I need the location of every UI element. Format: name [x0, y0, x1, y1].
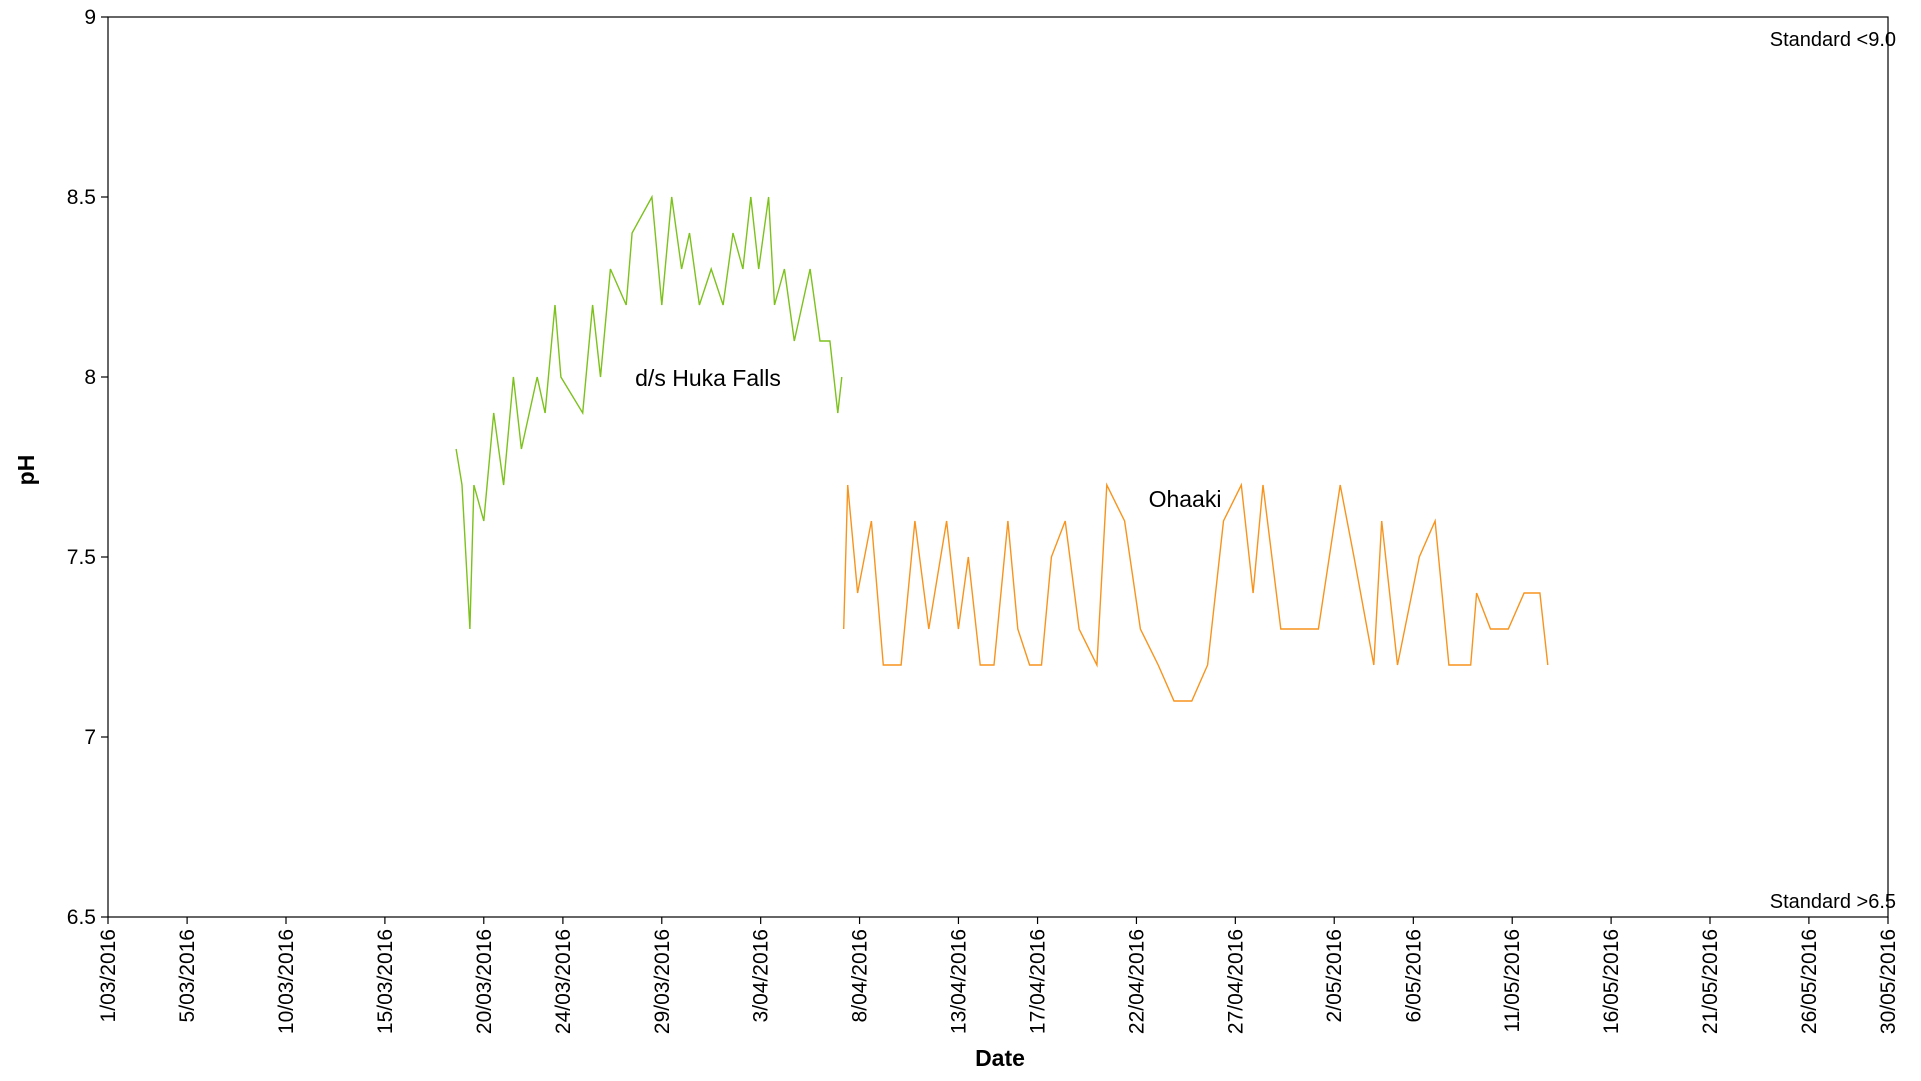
- x-tick-label: 29/03/2016: [651, 929, 674, 1034]
- annotation: d/s Huka Falls: [635, 365, 781, 391]
- x-tick-label: 13/04/2016: [947, 929, 970, 1034]
- x-axis-title: Date: [975, 1045, 1025, 1071]
- x-tick-label: 21/05/2016: [1699, 929, 1722, 1034]
- x-tick-label: 16/05/2016: [1600, 929, 1623, 1034]
- y-tick-label: 7.5: [67, 546, 96, 569]
- data-line: [455, 194, 843, 630]
- x-tick-label: 10/03/2016: [275, 929, 298, 1034]
- x-tick-label: 6/05/2016: [1402, 929, 1425, 1022]
- x-tick-label: 3/04/2016: [750, 929, 773, 1022]
- x-tick-label: 22/04/2016: [1125, 929, 1148, 1034]
- annotation: Ohaaki: [1149, 486, 1222, 512]
- x-tick-label: 24/03/2016: [552, 929, 575, 1034]
- x-tick-label: 2/05/2016: [1323, 929, 1346, 1022]
- y-tick-label: 7: [84, 726, 96, 749]
- x-tick-label: 8/04/2016: [849, 929, 872, 1022]
- x-tick-label: 5/03/2016: [176, 929, 199, 1022]
- annotation: Standard >6.5: [1770, 891, 1896, 913]
- data-line: [843, 482, 1549, 702]
- x-tick-label: 17/04/2016: [1027, 929, 1050, 1034]
- x-tick-label: 30/05/2016: [1877, 929, 1900, 1034]
- annotation: Standard <9.0: [1770, 29, 1896, 51]
- y-tick-label: 8.5: [67, 186, 96, 209]
- x-tick-label: 26/05/2016: [1798, 929, 1821, 1034]
- y-tick-label: 9: [84, 6, 96, 29]
- x-tick-label: 27/04/2016: [1224, 929, 1247, 1034]
- x-tick-label: 11/05/2016: [1501, 929, 1524, 1033]
- plot-area: [107, 16, 1889, 918]
- x-tick-label: 1/03/2016: [97, 929, 120, 1022]
- x-tick-label: 20/03/2016: [473, 929, 496, 1034]
- y-axis-title: pH: [13, 455, 39, 486]
- x-tick-label: 15/03/2016: [374, 929, 397, 1034]
- y-tick-label: 8: [84, 366, 96, 389]
- y-tick-label: 6.5: [67, 906, 96, 929]
